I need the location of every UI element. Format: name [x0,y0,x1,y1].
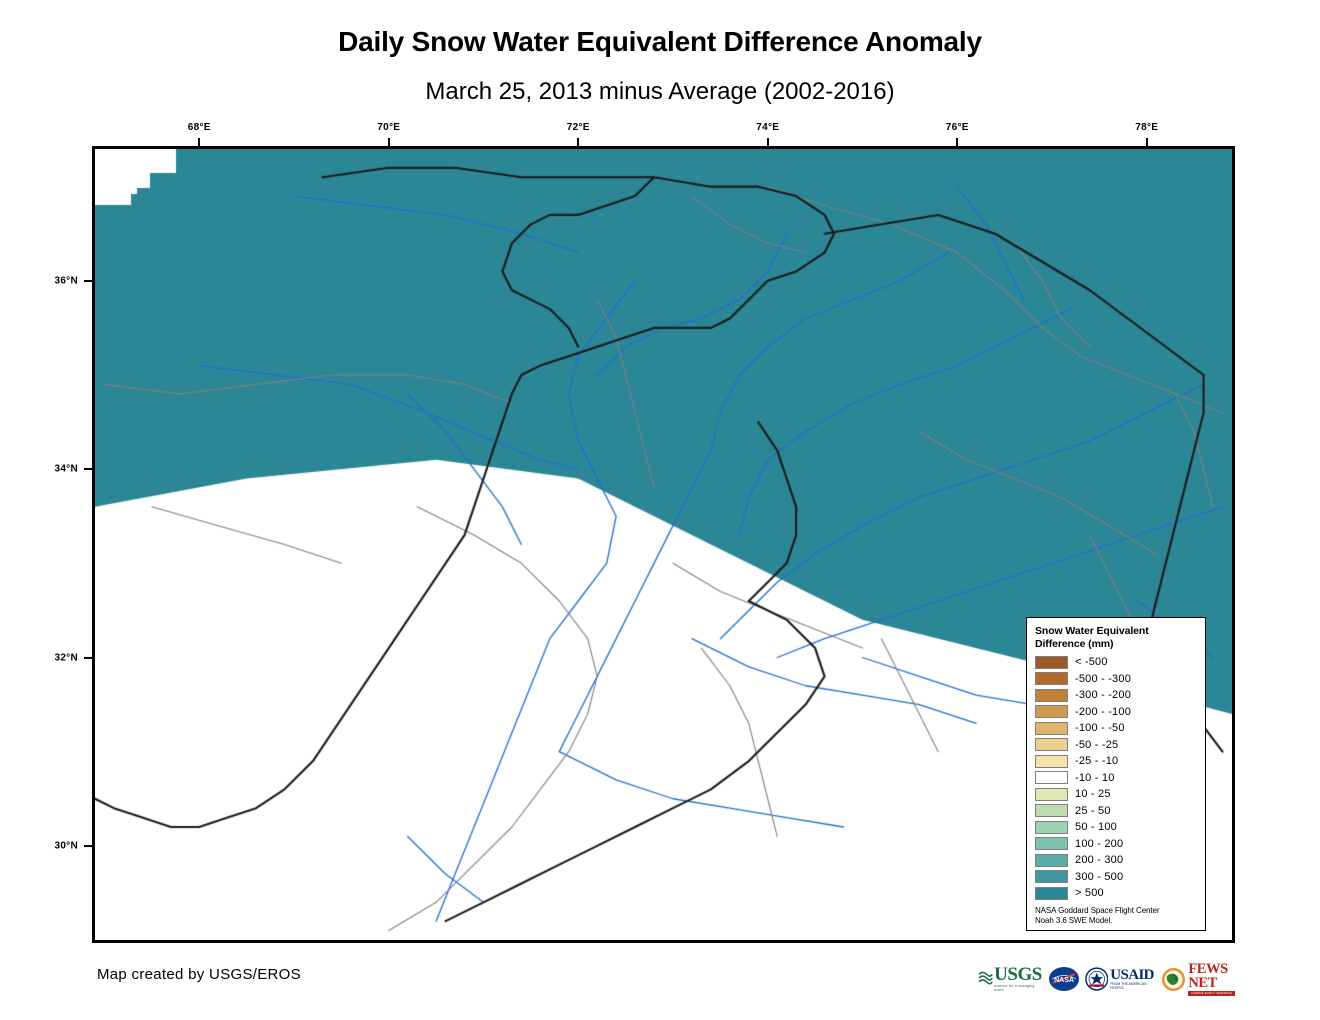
lat-tick-label: 34°N [54,463,78,475]
lat-tick [84,468,92,471]
legend-label: 100 - 200 [1075,837,1124,850]
page-subtitle: March 25, 2013 minus Average (2002-2016) [425,78,895,105]
legend-swatch [1035,870,1068,884]
legend-credit-line2: Noah 3.6 SWE Model. [1035,915,1113,925]
usgs-logo: USGS science for a changing world [978,964,1043,994]
lon-tick [766,138,769,146]
lat-tick-label: 30°N [54,840,78,852]
legend-label: -50 - -25 [1075,738,1119,751]
legend-class-list: < -500 -500 - -300 -300 - -200 -200 - -100 -… [1035,654,1197,902]
usaid-logo: USAID FROM THE AMERICAN PEOPLE [1084,964,1157,994]
legend-swatch [1035,820,1068,834]
legend-label: 50 - 100 [1075,821,1117,834]
legend-row: -50 - -25 [1035,737,1197,754]
legend-swatch [1035,672,1068,686]
legend-credit: NASA Goddard Space Flight Center Noah 3.… [1035,906,1197,926]
legend-row: 300 - 500 [1035,869,1197,886]
legend-label: 200 - 300 [1075,854,1124,867]
svg-text:NASA: NASA [1054,977,1074,984]
legend-row: -25 - -10 [1035,753,1197,770]
legend-swatch [1035,771,1068,785]
legend-label: -300 - -200 [1075,689,1132,702]
legend-row: > 500 [1035,885,1197,902]
legend-row: -500 - -300 [1035,671,1197,688]
legend-label: -200 - -100 [1075,705,1132,718]
legend-swatch [1035,738,1068,752]
legend-swatch [1035,853,1068,867]
usgs-tagline: science for a changing world [994,984,1035,992]
nasa-logo: NASA [1048,964,1080,994]
legend-label: 25 - 50 [1075,804,1111,817]
legend-swatch [1035,705,1068,719]
legend-row: -100 - -50 [1035,720,1197,737]
legend-panel: Snow Water Equivalent Difference (mm) < … [1026,617,1206,931]
legend-row: -10 - 10 [1035,770,1197,787]
legend-label: 300 - 500 [1075,870,1124,883]
legend-credit-line1: NASA Goddard Space Flight Center [1035,905,1160,915]
legend-title-line1: Snow Water Equivalent [1035,625,1149,637]
legend-swatch [1035,721,1068,735]
legend-swatch [1035,886,1068,900]
legend-label: < -500 [1075,656,1108,669]
fews-tagline: FAMINE EARLY WARNING SYSTEMS NETWORK [1188,991,1236,1000]
legend-row: < -500 [1035,654,1197,671]
legend-label: > 500 [1075,887,1104,900]
legend-title: Snow Water Equivalent Difference (mm) [1035,625,1197,650]
legend-row: 25 - 50 [1035,803,1197,820]
legend-row: 50 - 100 [1035,819,1197,836]
usgs-wordmark: USGS [994,964,1042,985]
lat-tick-label: 32°N [54,652,78,663]
page-title: Daily Snow Water Equivalent Difference A… [338,26,982,57]
usaid-wordmark: USAID [1110,967,1154,983]
legend-label: -10 - 10 [1075,771,1115,784]
lon-tick [1145,138,1148,146]
legend-swatch [1035,804,1068,818]
legend-row: -300 - -200 [1035,687,1197,704]
lat-tick-label: 36°N [54,275,78,287]
lon-tick-label: 70°E [377,122,401,133]
lon-tick-label: 78°E [1135,122,1159,133]
lat-tick [84,656,92,659]
legend-swatch [1035,688,1068,702]
legend-swatch [1035,787,1068,801]
legend-swatch [1035,754,1068,768]
lat-tick [84,844,92,847]
legend-label: -100 - -50 [1075,722,1125,735]
lon-tick [956,138,959,146]
lon-tick-label: 74°E [756,122,780,133]
lon-tick-label: 72°E [566,122,590,133]
legend-swatch [1035,655,1068,669]
legend-label: 10 - 25 [1075,788,1111,801]
agency-logos: USGS science for a changing world NASA U… [978,961,1236,1000]
fews-globe-icon [1162,967,1186,991]
usgs-wave-icon [978,971,993,985]
legend-label: -500 - -300 [1075,672,1132,685]
legend-row: 10 - 25 [1035,786,1197,803]
legend-title-line2: Difference (mm) [1035,637,1114,650]
usaid-seal-icon [1084,967,1109,991]
legend-row: 200 - 300 [1035,852,1197,869]
lon-tick-label: 76°E [945,122,969,133]
map-credit: Map created by USGS/EROS [97,966,301,983]
fews-logo: FEWS NET FAMINE EARLY WARNING SYSTEMS NE… [1161,961,1236,1000]
lon-tick [387,138,390,146]
legend-swatch [1035,837,1068,851]
lon-tick [577,138,580,146]
lon-tick-label: 68°E [187,122,211,133]
nasa-meatball-icon: NASA [1048,967,1079,991]
legend-label: -25 - -10 [1075,755,1119,768]
usaid-tagline: FROM THE AMERICAN PEOPLE [1110,982,1147,990]
lat-tick [84,279,92,282]
legend-row: -200 - -100 [1035,704,1197,721]
fews-wordmark: FEWS NET [1188,961,1228,991]
lon-tick [198,138,201,146]
legend-row: 100 - 200 [1035,836,1197,853]
